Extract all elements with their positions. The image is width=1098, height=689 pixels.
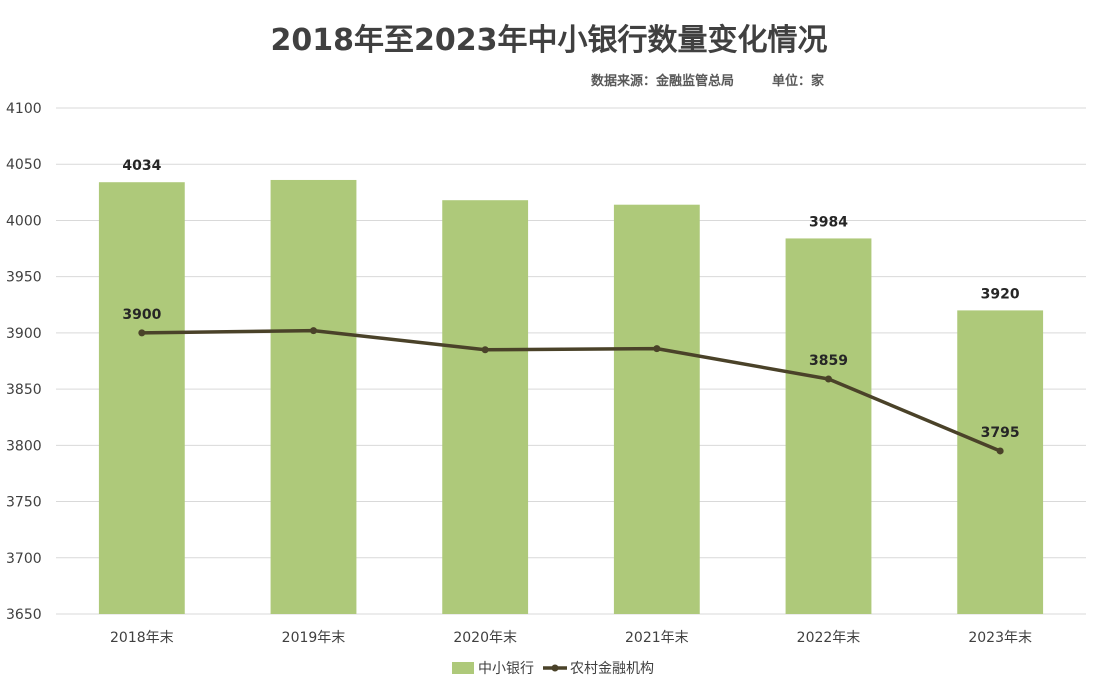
y-tick-label: 4100 <box>6 101 42 117</box>
line-data-label: 3859 <box>809 353 848 369</box>
bar <box>270 179 357 614</box>
line-data-label: 3900 <box>122 307 161 323</box>
y-axis-ticks: 3650 3700 3750 3800 3850 3900 3950 4000 4050 4100 <box>6 101 42 623</box>
bar <box>613 204 700 615</box>
y-tick-label: 3900 <box>6 326 42 342</box>
chart-title: 2018年至2023年中小银行数量变化情况 <box>271 23 828 58</box>
legend-label: 中小银行 <box>478 661 534 677</box>
x-tick-label: 2022年末 <box>797 630 861 646</box>
bar <box>785 238 872 615</box>
legend: 中小银行 农村金融机构 <box>452 661 654 677</box>
line-series <box>138 327 1004 455</box>
line-point <box>481 346 489 354</box>
series-line <box>141 328 1001 453</box>
bar-data-label: 3920 <box>981 286 1020 302</box>
bar <box>98 182 185 615</box>
gridlines <box>56 107 1086 615</box>
y-tick-label: 4000 <box>6 213 42 229</box>
bar-series <box>98 179 1044 615</box>
line-point <box>825 375 832 383</box>
bar <box>957 310 1044 614</box>
line-data-label: 3795 <box>981 425 1020 441</box>
line-point <box>138 329 146 337</box>
bar-data-label: 3984 <box>809 214 848 230</box>
x-tick-label: 2018年末 <box>110 630 174 646</box>
bar-data-label: 4034 <box>122 158 161 174</box>
data-source: 数据来源：金融监管总局 <box>591 73 734 89</box>
y-tick-label: 3800 <box>6 438 42 454</box>
y-tick-label: 3700 <box>6 551 42 567</box>
y-tick-label: 3950 <box>6 270 42 286</box>
line-point <box>653 345 661 353</box>
y-tick-label: 3750 <box>6 495 42 511</box>
x-tick-label: 2020年末 <box>453 630 517 646</box>
x-tick-label: 2021年末 <box>625 630 689 646</box>
data-labels: 4034 3984 3920 3900 3859 3795 <box>122 158 1020 441</box>
legend-swatch-bar <box>452 662 474 674</box>
line-point <box>996 447 1004 455</box>
x-axis-ticks: 2018年末 2019年末 2020年末 2021年末 2022年末 2023年末 <box>110 630 1032 646</box>
bar <box>442 200 529 614</box>
x-tick-label: 2019年末 <box>282 630 346 646</box>
y-tick-label: 4050 <box>6 157 42 173</box>
line-point <box>310 327 317 335</box>
legend-label: 农村金融机构 <box>570 661 654 677</box>
unit-label: 单位：家 <box>772 73 825 89</box>
legend-marker <box>551 664 559 672</box>
x-tick-label: 2023年末 <box>968 630 1032 646</box>
y-tick-label: 3850 <box>6 382 42 398</box>
y-tick-label: 3650 <box>6 607 42 623</box>
